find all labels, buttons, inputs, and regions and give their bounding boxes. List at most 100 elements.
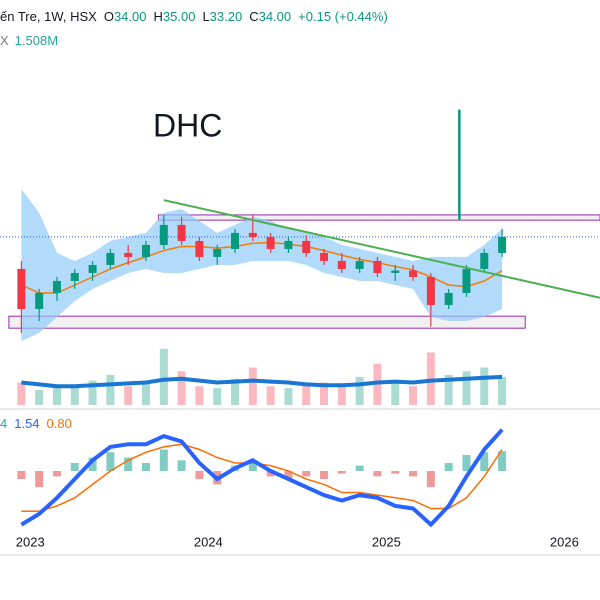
candle-body [159,224,168,245]
macd-hist [480,452,489,471]
x-tick-label: 2024 [194,534,223,549]
zone [8,315,526,329]
volume-bar [17,382,26,405]
macd-hist [70,462,79,471]
macd-header: 4 1.54 0.80 [0,416,72,431]
x-tick-label: 2023 [16,534,45,549]
volume-key: X [0,33,9,48]
volume-bar [320,382,329,405]
macd-hist [159,449,168,471]
volume-bar [498,376,507,405]
candle-body [462,268,471,293]
macd-hist [124,457,133,471]
macd-hist [426,471,435,488]
ohlc-key: H [154,9,163,24]
macd-legend: 0.80 [47,416,72,431]
macd-hist [177,460,186,471]
volume-bar [231,378,240,405]
candle-body [337,260,346,269]
volume-bar [391,380,400,405]
x-tick-label: 2025 [372,534,401,549]
plot: 2023 2024 2025 2026 [0,109,600,549]
macd-hist [141,462,150,471]
candle-body [320,252,329,261]
volume-bar [444,375,453,405]
macd-hist [355,465,364,471]
volume-bar [141,382,150,405]
candle-body [409,270,418,277]
macd-hist [337,471,346,474]
volume-bar [337,386,346,405]
header: ến Tre, 1W, HSX O34.00 H35.00 L33.20 C34.00 +… [0,9,388,24]
volume-bar [35,390,44,405]
macd-hist [320,471,329,480]
macd-legend: 1.54 [14,416,39,431]
candle-body [195,240,204,257]
x-tick-label: 2026 [550,534,579,549]
ohlc-key: L [202,9,209,24]
volume-bar [480,367,489,405]
volume-bar [284,388,293,405]
candle-body [70,272,79,281]
zone [157,214,600,221]
volume-bar [195,386,204,405]
ohlc-value: 33.20 [210,9,243,24]
macd-hist [373,471,382,477]
volume-bar [355,376,364,405]
volume-bar [213,388,222,405]
candle-body [302,240,311,253]
ohlc-value: 34.00 [114,9,147,24]
macd-hist [35,471,44,488]
macd-hist [195,471,204,480]
macd-hist [498,451,507,471]
volume-bar [462,371,471,405]
candle-body [52,280,61,293]
volume-bar [177,371,186,405]
candle-body [266,236,275,249]
candle-body [498,236,507,253]
macd-hist [17,471,26,480]
ohlc-value: 34.00 [259,9,292,24]
moving-average [21,241,503,294]
candle-body [177,224,186,241]
volume-bar [159,348,168,405]
ohlc-value: 35.00 [163,9,196,24]
bollinger-band [21,188,503,341]
symbol-annotation: DHC [153,107,222,143]
macd-hist [88,457,97,471]
macd-hist [409,471,418,477]
volume-bar [248,367,257,405]
macd-hist [52,471,61,477]
macd-hist [444,462,453,471]
candle-body [231,232,240,249]
candle-body [141,244,150,257]
volume-bar [70,384,79,405]
macd-line [20,428,504,528]
candle-body [355,260,364,269]
ohlc-key: C [249,9,258,24]
candle-body [35,292,44,309]
candle-body [480,252,489,269]
candle-body [444,292,453,305]
trendline [163,199,600,299]
volume-bar [124,386,133,405]
ohlc-key: O [104,9,114,24]
macd-hist [391,471,400,474]
volume-bar [106,375,115,405]
volume-ma [21,374,503,389]
candle-body [391,270,400,273]
candle-body [373,260,382,273]
candle-body [426,276,435,305]
candle-body [213,248,222,257]
volume-bar [52,386,61,405]
symbol-label: ến Tre, 1W, HSX [0,9,97,24]
macd-hist [248,460,257,471]
change-label: +0.15 (+0.44%) [298,9,388,24]
candle-body [284,240,293,249]
volume-bar [266,386,275,405]
candle-body [124,252,133,257]
candle-body [17,268,26,309]
volume-value: 1.508M [15,33,58,48]
volume-bar [409,386,418,405]
macd-hist [106,452,115,471]
